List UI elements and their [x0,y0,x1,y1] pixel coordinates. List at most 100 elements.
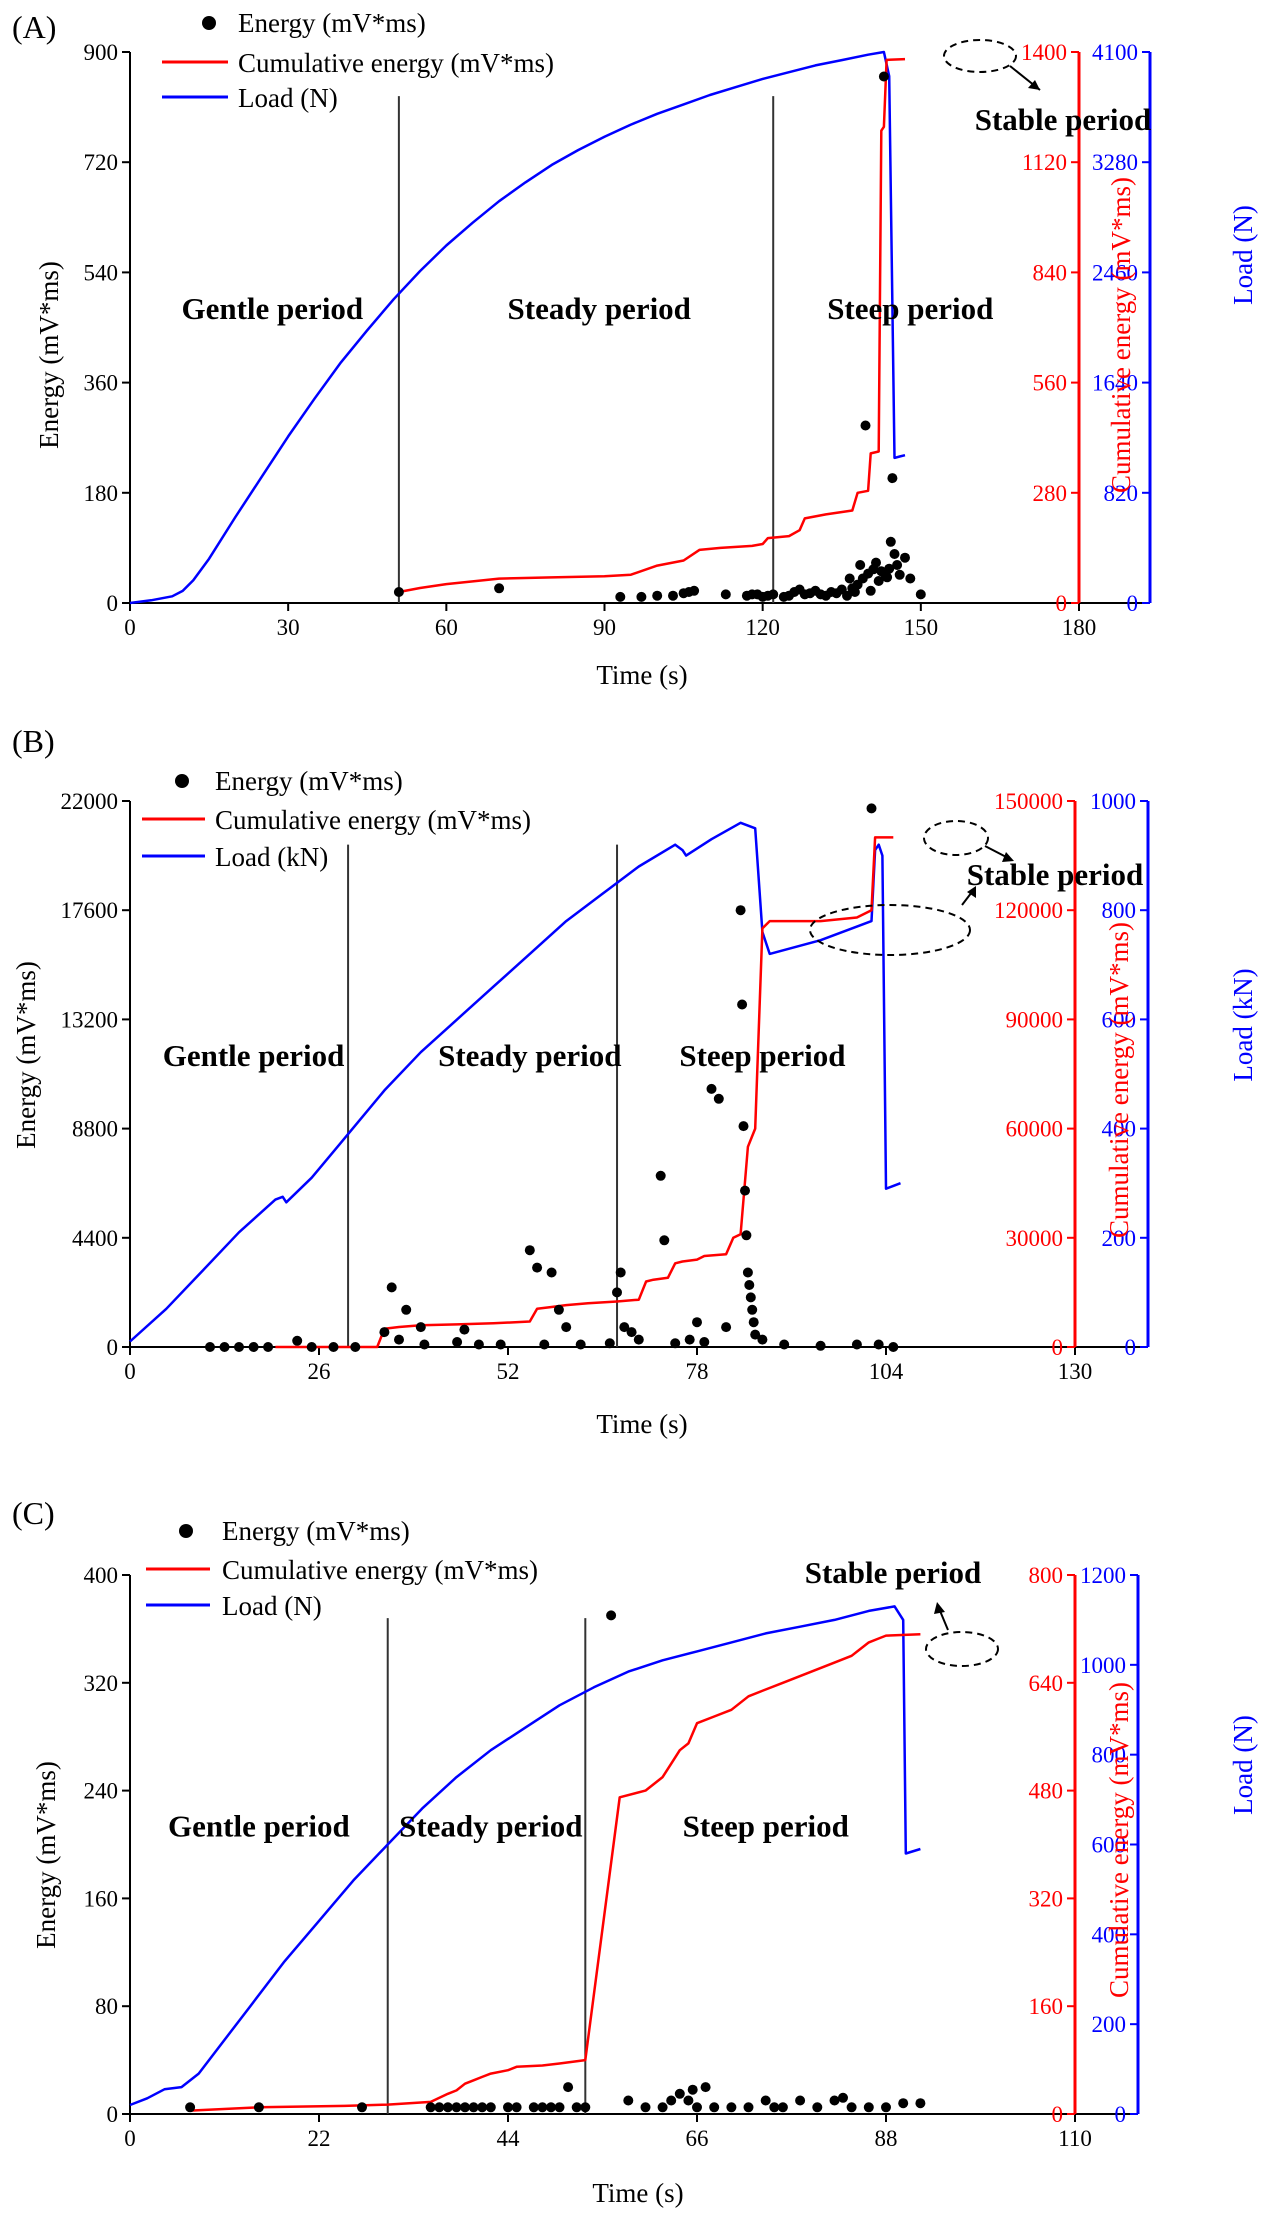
y-tick-label-left: 8800 [72,1117,118,1142]
x-tick-label: 88 [875,2126,898,2151]
y-tick-label-load: 1200 [1080,1563,1126,1588]
energy-point [604,1338,615,1349]
y-tick-label-left: 22000 [61,789,119,814]
energy-point [779,1339,790,1350]
x-tick-label: 90 [593,615,616,640]
legend-label-energy: Energy (mV*ms) [215,766,403,796]
energy-point [683,2095,694,2106]
legend-a: Energy (mV*ms) Cumulative energy (mV*ms)… [162,8,554,113]
energy-point [425,2102,436,2113]
x-tick-label: 0 [124,2126,136,2151]
energy-point [652,590,663,601]
y-tick-label-load: 2460 [1092,260,1138,285]
y-tick-label-left: 4400 [72,1226,118,1251]
energy-point [263,1342,274,1352]
energy-point [511,2102,522,2113]
stable-arrow-head-a [1028,80,1040,90]
energy-point [633,1334,644,1345]
y-tick-label-left: 720 [84,150,119,175]
period-label: Steep period [679,1038,845,1073]
y-tick-label-cumulative: 160 [1029,1994,1064,2019]
energy-point [750,1329,761,1340]
y-tick-label-cumulative: 320 [1029,1886,1064,1911]
energy-point [726,2102,737,2113]
energy-point [747,1304,758,1315]
energy-point [580,2102,591,2113]
energy-point [706,1083,717,1094]
energy-point [659,1235,670,1246]
y-tick-label-left: 0 [107,2102,119,2127]
y-axis-label-load-b: Load (kN) [1228,968,1258,1081]
energy-point [889,549,900,559]
y-tick-label-load: 3280 [1092,150,1138,175]
y-tick-label-load: 0 [1125,1335,1137,1360]
panel-b: (B) 0 26 52 78 104 13004400880013200176002200… [11,723,1258,1439]
energy-point [740,1185,750,1196]
y-tick-label-load: 200 [1092,2012,1127,2037]
y-tick-label-left: 17600 [61,898,119,923]
legend-label-cumulative: Cumulative energy (mV*ms) [215,805,531,835]
legend-label-load: Load (N) [222,1591,322,1621]
energy-point [674,2088,685,2099]
legend-marker-energy [179,1524,193,1538]
energy-point [623,2095,634,2106]
y-tick-label-cumulative: 840 [1033,260,1068,285]
stable-period-label-b: Stable period [967,857,1144,892]
energy-point [401,1304,412,1315]
x-tick-label: 120 [745,615,780,640]
panel-label-b: (B) [12,723,55,759]
energy-point [205,1342,215,1352]
energy-point [842,590,852,601]
y-tick-label-left: 240 [84,1779,119,1804]
energy-point [866,803,877,814]
energy-point [528,2102,539,2113]
legend-c: Energy (mV*ms) Cumulative energy (mV*ms)… [146,1516,538,1621]
energy-point [640,2102,651,2113]
energy-point [495,1339,506,1350]
energy-point [894,569,905,580]
energy-point [760,2095,771,2106]
panel-a: (A) 0 30 60 90 120 150 18001803605407209000280… [12,8,1258,690]
panel-b-plot: 0 26 52 78 104 130044008800132001760022000030… [61,789,1150,1384]
y-tick-label-cumulative: 640 [1029,1671,1064,1696]
stable-period-ellipse-b [923,820,989,856]
energy-point [900,552,910,563]
energy-point [881,2102,891,2113]
energy-point [306,1342,317,1352]
y-tick-label-cumulative: 0 [1052,2102,1064,2127]
y-tick-label-cumulative: 90000 [1006,1007,1064,1032]
energy-point [626,1327,637,1338]
energy-point [636,591,647,602]
energy-point [563,2082,574,2093]
energy-point [689,585,700,596]
energy-point [769,2102,780,2113]
energy-point [829,2095,840,2106]
energy-point [185,2102,196,2113]
y-tick-label-left: 0 [107,1335,119,1360]
panel-c: (C) 0 22 44 66 88 110080160240320400016032048… [12,1495,1258,2208]
energy-point [234,1342,244,1352]
y-axis-label-cumulative-a: Cumulative energy (mV*ms) [1106,177,1136,493]
energy-point [292,1335,303,1346]
energy-point [553,1304,564,1315]
energy-point [709,2102,720,2113]
energy-point [873,576,884,586]
energy-point [473,1339,484,1350]
energy-point [844,573,855,584]
energy-point [882,572,893,583]
energy-point [350,1342,361,1352]
period-label: Gentle period [163,1038,345,1073]
energy-point [898,2098,909,2109]
energy-point [459,1324,470,1335]
energy-point [692,2102,702,2113]
stable-period-ellipse-c [925,1631,999,1667]
y-tick-label-left: 360 [84,371,119,396]
legend-label-energy: Energy (mV*ms) [222,1516,410,1546]
energy-point [905,573,916,584]
energy-point [744,1280,755,1290]
panel-a-plot: 0 30 60 90 120 150 180018036054072090002805608… [84,40,1152,640]
energy-point [606,1610,617,1621]
energy-point [357,2102,367,2113]
y-tick-label-left: 13200 [61,1007,119,1032]
energy-point [386,1282,397,1293]
